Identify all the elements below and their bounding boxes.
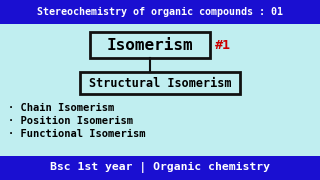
Text: · Chain Isomerism: · Chain Isomerism <box>8 103 114 113</box>
Text: · Functional Isomerism: · Functional Isomerism <box>8 129 146 139</box>
Text: #1: #1 <box>215 39 231 52</box>
Text: Bsc 1st year | Organic chemistry: Bsc 1st year | Organic chemistry <box>50 162 270 173</box>
Text: Isomerism: Isomerism <box>107 38 193 53</box>
Text: Structural Isomerism: Structural Isomerism <box>89 77 231 90</box>
Text: · Position Isomerism: · Position Isomerism <box>8 116 133 126</box>
FancyBboxPatch shape <box>90 32 210 58</box>
Text: Stereochemistry of organic compounds : 01: Stereochemistry of organic compounds : 0… <box>37 7 283 17</box>
FancyBboxPatch shape <box>80 72 240 94</box>
